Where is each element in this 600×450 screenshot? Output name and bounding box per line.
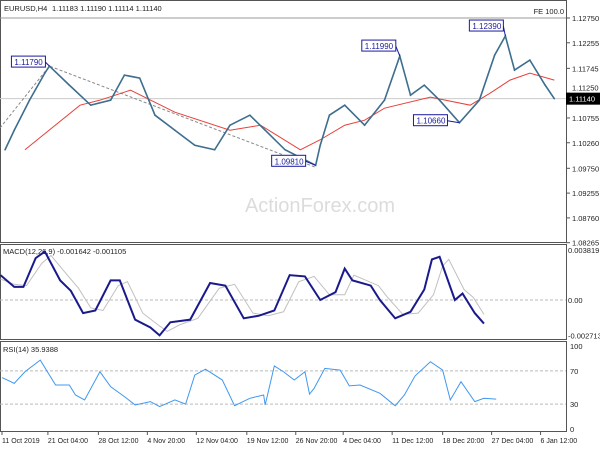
price-axis-label: 1.08760 <box>572 214 599 223</box>
symbol-title: EURUSD,H4 <box>4 4 47 13</box>
price-point <box>529 59 531 61</box>
macd-signal-line <box>0 254 485 333</box>
time-axis-label: 4 Dec 04:00 <box>343 438 381 445</box>
price-point <box>319 144 322 147</box>
macd-main-line <box>0 250 485 337</box>
price-point <box>68 84 71 86</box>
price-point <box>284 148 286 151</box>
time-axis-label: 4 Nov 20:00 <box>147 438 185 445</box>
rsi-title: RSI(14) 35.9388 <box>3 345 58 354</box>
annotation-box <box>271 154 307 167</box>
price-axis-label: 1.12255 <box>572 39 599 48</box>
rsi-axis-label: 70 <box>570 367 578 376</box>
time-axis-label: 6 Jan 12:00 <box>541 438 578 445</box>
annotation-box <box>412 114 448 127</box>
watermark: ActionForex.com <box>245 195 395 217</box>
price-point <box>423 84 426 86</box>
price-point <box>174 129 176 132</box>
price-axis-label: 1.11745 <box>572 64 599 73</box>
annotation-label: 1.11990 <box>365 42 394 51</box>
current-price-label: 1.11140 <box>569 95 595 104</box>
price-point <box>193 144 196 147</box>
rsi-line <box>1 359 497 408</box>
price-axis-label: 1.09750 <box>572 164 599 173</box>
rsi-panel-frame <box>0 341 567 432</box>
annotation-box <box>10 55 46 68</box>
time-axis-label: 26 Nov 20:00 <box>296 438 338 445</box>
macd-axis-label: 0.00 <box>568 296 583 305</box>
price-axis-label: 1.10755 <box>572 114 599 123</box>
price-point <box>138 77 141 79</box>
macd-title: MACD(12,26,9) -0.001642 -0.001105 <box>3 247 126 256</box>
ohlc-readout: 1.11183 1.11190 1.11114 1.11140 <box>52 4 162 13</box>
price-point <box>438 99 441 101</box>
rsi-axis-label: 100 <box>570 342 583 351</box>
price-point <box>13 129 16 132</box>
fe-label: FE 100.0 <box>534 7 564 16</box>
fibonacci-trend-line <box>0 65 316 168</box>
current-price-badge <box>566 92 600 105</box>
price-point <box>4 148 6 151</box>
macd-axis-label: 0.003819 <box>568 246 599 255</box>
price-point <box>264 129 266 132</box>
annotation-label: 1.10660 <box>416 117 445 126</box>
time-axis-label: 21 Oct 04:00 <box>48 438 88 445</box>
time-axis-label: 12 Nov 04:00 <box>196 438 238 445</box>
price-point <box>383 99 386 101</box>
price-point <box>109 99 112 101</box>
price-point <box>544 84 546 86</box>
annotation-label: 1.12390 <box>472 22 501 31</box>
price-axis-label: 1.10260 <box>572 139 599 148</box>
annotation-box <box>361 39 397 52</box>
price-point <box>213 148 216 151</box>
annotation-box <box>468 19 504 32</box>
price-point <box>513 69 516 71</box>
price-axis-label: 1.09255 <box>572 189 599 198</box>
rsi-axis-label: 30 <box>570 400 578 409</box>
price-point <box>478 99 481 101</box>
price-point <box>493 54 496 56</box>
price-point <box>154 114 156 116</box>
price-point <box>363 124 366 127</box>
macd-panel-frame <box>0 244 567 340</box>
price-axis-label: 1.11250 <box>572 84 599 93</box>
price-point <box>553 97 556 100</box>
annotation-connector <box>395 45 401 57</box>
price-point <box>44 72 46 74</box>
price-axis-label: 1.08265 <box>572 239 599 248</box>
price-axis-label: 1.12750 <box>572 14 599 23</box>
moving-average-line <box>24 72 555 151</box>
price-point <box>229 124 231 127</box>
rsi-axis-label: 0 <box>570 425 574 434</box>
price-point <box>409 94 412 96</box>
time-axis-label: 19 Nov 12:00 <box>247 438 289 445</box>
price-point <box>123 74 126 76</box>
time-axis-label: 28 Oct 12:00 <box>98 438 138 445</box>
time-axis-label: 11 Oct 2019 <box>2 438 40 445</box>
time-axis-label: 18 Dec 20:00 <box>443 438 485 445</box>
price-point <box>89 104 92 106</box>
macd-axis-label: -0.002713 <box>568 332 600 341</box>
price-point <box>28 99 31 101</box>
price-point <box>328 114 331 116</box>
annotation-label: 1.11790 <box>14 58 43 67</box>
time-axis-label: 27 Dec 04:00 <box>492 438 534 445</box>
price-point <box>249 114 251 116</box>
main-panel-frame <box>0 0 567 243</box>
price-point <box>343 104 346 106</box>
time-axis-label: 11 Dec 12:00 <box>392 438 433 445</box>
annotation-connector <box>45 61 50 67</box>
annotation-connector <box>305 160 316 166</box>
annotation-connector <box>447 120 460 124</box>
annotation-label: 1.09810 <box>275 157 304 166</box>
